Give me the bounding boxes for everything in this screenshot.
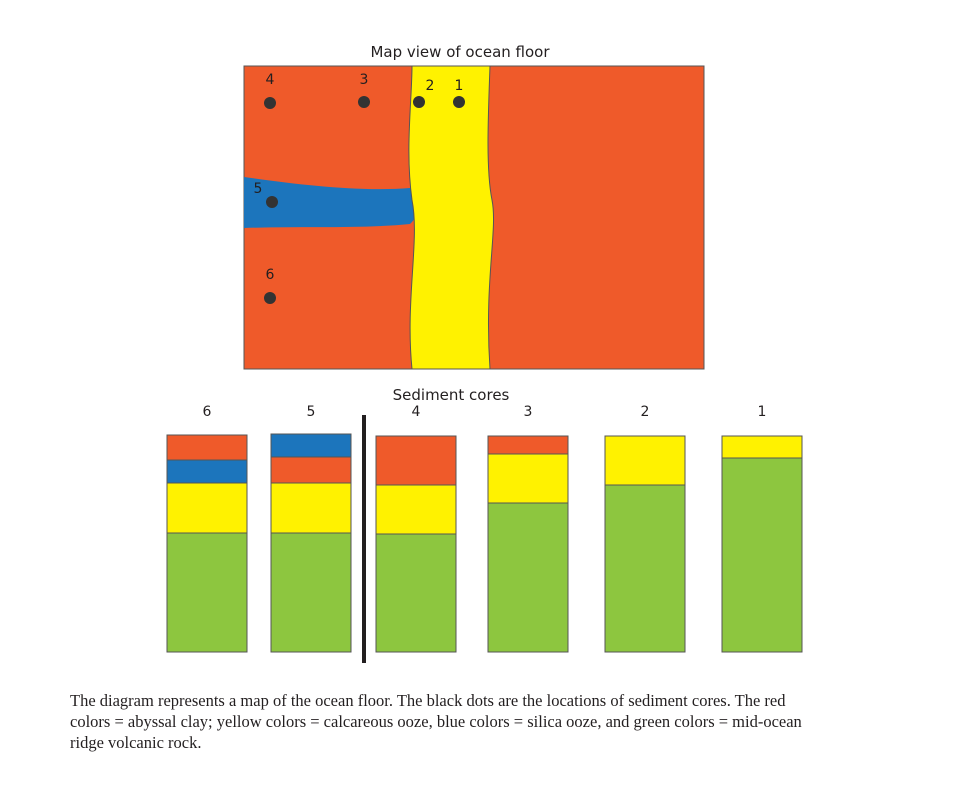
rock-layer <box>270 532 352 653</box>
core-label: 6 <box>203 404 212 420</box>
core-label: 3 <box>524 404 533 420</box>
dot <box>413 96 425 108</box>
core-label: 1 <box>758 404 767 420</box>
dot <box>264 292 276 304</box>
clay-layer <box>375 435 457 486</box>
calcareous-layer <box>375 484 457 535</box>
dot <box>264 97 276 109</box>
silica-band <box>244 177 418 228</box>
cores <box>166 433 803 653</box>
dot-label: 1 <box>455 78 464 94</box>
rock-layer <box>721 457 803 653</box>
dot-label: 2 <box>426 78 435 94</box>
dot-label: 4 <box>266 72 275 88</box>
dot-label: 6 <box>266 267 275 283</box>
clay-layer <box>166 434 248 461</box>
rock-layer <box>166 532 248 653</box>
silica-layer <box>270 433 352 458</box>
map-title: Map view of ocean floor <box>370 43 550 61</box>
core-label: 5 <box>307 404 316 420</box>
caption-line: The diagram represents a map of the ocea… <box>70 691 786 710</box>
calcareous-layer <box>270 482 352 534</box>
rock-layer <box>487 502 569 653</box>
calcareous-strip <box>408 65 494 370</box>
dot-label: 5 <box>254 181 263 197</box>
dot-label: 3 <box>360 72 369 88</box>
core-dots <box>264 96 465 304</box>
calcareous-layer <box>721 435 803 459</box>
rock-layer <box>375 533 457 653</box>
calcareous-layer <box>166 482 248 534</box>
dot <box>358 96 370 108</box>
clay-layer <box>270 456 352 484</box>
caption-line: ridge volcanic rock. <box>70 733 201 752</box>
core-label: 4 <box>412 404 421 420</box>
dot <box>266 196 278 208</box>
silica-layer <box>166 459 248 484</box>
caption-line: colors = abyssal clay; yellow colors = c… <box>70 712 802 731</box>
core-label: 2 <box>641 404 650 420</box>
dot <box>453 96 465 108</box>
clay-layer <box>487 435 569 455</box>
calcareous-layer <box>604 435 686 486</box>
calcareous-layer <box>487 453 569 504</box>
rock-layer <box>604 484 686 653</box>
cores-title: Sediment cores <box>393 386 510 404</box>
